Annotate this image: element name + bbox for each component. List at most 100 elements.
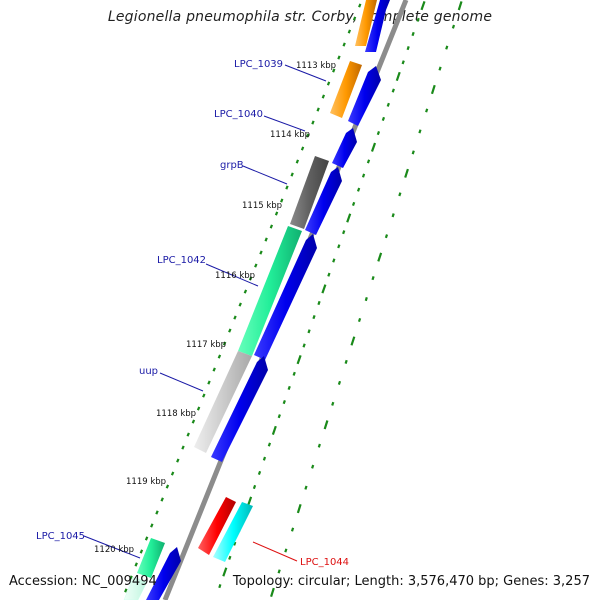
scale-tick [134,562,138,567]
topology-text: Topology: circular; Length: 3,576,470 bp… [232,574,590,589]
scale-tick [337,244,341,249]
scale-tick [347,29,352,34]
scale-tick [150,523,154,528]
scale-tick [238,302,242,307]
scale-tick [217,354,222,359]
scale-tick [342,42,346,47]
scale-tick [366,159,371,164]
scale-tick [212,367,216,372]
forward-cds-track [146,0,390,600]
scale-tick [181,445,185,450]
scale-tick [311,120,315,125]
scale-tick [425,108,429,113]
scale-tick [321,94,326,99]
scale-tick [176,458,180,463]
scale-tick [386,102,390,107]
gene-label-group: LPC_1039 LPC_1040 grpB LPC_1042 uup LPC_… [36,59,349,568]
scale-tick [358,3,362,8]
gene-block-mint [123,576,148,600]
scale-tick-track [124,1,463,598]
scale-tick [274,211,279,216]
scale-tick [233,315,237,320]
scale-tick [337,55,341,60]
scale-tick [371,276,375,281]
kbp-label: 1120 kbp [94,545,134,555]
scale-tick [129,575,133,580]
gene-block-uup [194,351,252,453]
leader-grpB [242,165,288,185]
scale-tick [144,536,149,541]
scale-tick [445,45,449,50]
scale-tick [327,272,331,277]
scale-tick [356,187,361,192]
scale-tick [411,150,415,155]
gene-block-grpB [290,156,329,229]
scale-tick [323,420,329,430]
scale-tick [243,289,248,294]
scale-tick [326,81,331,86]
scale-tick [352,16,357,21]
scale-tick [406,46,410,51]
scale-tick [296,355,302,365]
scale-tick [155,510,159,515]
kbp-label: 1114 kbp [270,130,310,140]
scale-tick [306,133,310,138]
cds-arrow [365,0,390,52]
accession-text: Accession: NC_009494 [9,574,157,589]
cds-arrow [348,66,381,126]
scale-tick [307,329,311,334]
gene-block-orange [330,61,362,118]
scale-tick [254,263,258,268]
scale-tick [160,497,164,502]
scale-tick [312,315,316,320]
scale-tick [257,470,262,475]
scale-tick [284,548,288,553]
scale-tick [196,406,201,411]
scale-tick [277,569,281,574]
gene-block-cyan [213,502,253,562]
scale-tick [290,527,295,532]
scale-tick [381,116,386,121]
label-leaders [83,64,327,562]
scale-tick [332,258,336,263]
gene-blocks [123,0,377,600]
scale-tick [292,371,296,376]
scale-tick [350,336,356,346]
scale-tick [222,567,228,577]
gene-label-LPC_1045: LPC_1045 [36,531,85,542]
scale-tick [357,317,362,323]
scale-tick [296,503,302,514]
kbp-label: 1116 kbp [215,271,255,281]
scale-tick [451,24,456,29]
scale-tick [416,17,420,22]
scale-tick [282,400,286,405]
leader-LPC_1040 [263,115,306,132]
leader-LPC_1042 [205,263,259,287]
cds-arrow [332,128,357,168]
scale-tick [401,60,405,65]
gene-block-orange [355,0,377,46]
kbp-label: 1118 kbp [156,409,196,419]
scale-tick [252,484,257,490]
scale-tick [321,284,327,294]
scale-tick [332,68,336,73]
kbp-label: 1115 kbp [242,201,282,211]
scale-tick [384,234,389,239]
scale-tick [277,414,281,419]
scale-tick [391,88,395,93]
scale-tick [139,549,144,554]
scale-tick [207,380,211,385]
scale-tick [337,380,342,385]
scale-tick [331,401,335,406]
scale-tick [170,471,175,476]
gene-block-LPC_1042 [238,226,302,356]
scale-tick [364,296,368,302]
scale-tick [395,71,401,82]
scale-tick [280,198,284,203]
scale-tick [376,131,381,136]
scale-tick [270,587,275,598]
scale-tick [285,185,289,190]
gene-label-LPC_1040: LPC_1040 [214,109,263,120]
gene-block-red [198,497,236,555]
